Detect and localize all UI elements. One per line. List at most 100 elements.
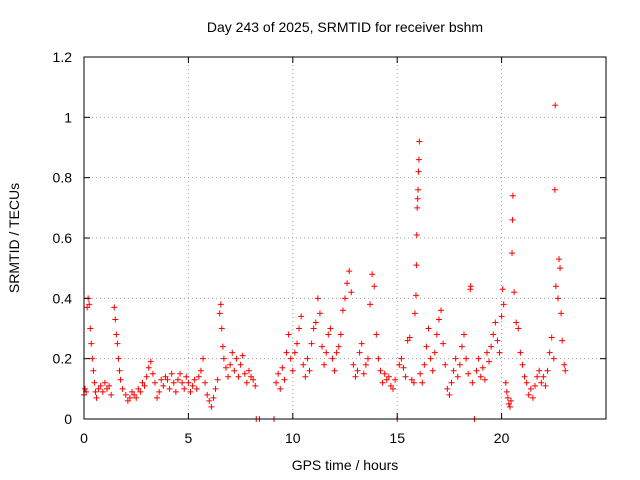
data-point	[387, 382, 394, 389]
y-tick-label: 1	[64, 109, 72, 125]
x-tick-label: 0	[80, 430, 88, 446]
data-point	[95, 385, 102, 392]
data-point	[404, 337, 411, 344]
data-point	[319, 343, 326, 350]
data-point	[475, 355, 482, 362]
data-point	[277, 385, 284, 392]
data-point	[329, 355, 336, 362]
data-point	[483, 349, 490, 356]
data-point	[396, 361, 403, 368]
data-point	[440, 340, 447, 347]
data-point	[321, 361, 328, 368]
data-point	[413, 262, 420, 269]
data-point	[129, 388, 136, 395]
data-point	[335, 343, 342, 350]
data-point	[509, 192, 516, 199]
data-point	[200, 355, 207, 362]
data-point	[156, 388, 163, 395]
data-point	[122, 391, 129, 398]
data-point	[502, 379, 509, 386]
data-point	[492, 319, 499, 326]
data-point	[306, 367, 313, 374]
data-point	[245, 367, 252, 374]
data-point	[562, 367, 569, 374]
data-point	[529, 394, 536, 401]
data-point	[212, 385, 219, 392]
data-point	[442, 361, 449, 368]
data-point	[362, 361, 369, 368]
data-point	[538, 379, 545, 386]
data-point	[500, 301, 507, 308]
data-point	[298, 313, 305, 320]
data-point	[488, 343, 495, 350]
data-point	[106, 382, 113, 389]
data-point	[91, 379, 98, 386]
data-point	[235, 373, 242, 380]
data-point	[115, 355, 122, 362]
x-tick-label: 20	[494, 430, 510, 446]
data-point	[364, 355, 371, 362]
data-point	[494, 337, 501, 344]
data-point	[273, 379, 280, 386]
data-point	[187, 388, 194, 395]
data-point	[111, 304, 118, 311]
data-point	[202, 379, 209, 386]
data-point	[438, 307, 445, 314]
data-points	[81, 102, 569, 422]
data-point	[392, 376, 399, 383]
data-point	[356, 349, 363, 356]
data-point	[499, 286, 506, 293]
data-point	[308, 340, 315, 347]
data-point	[189, 382, 196, 389]
data-point	[398, 355, 405, 362]
data-point	[170, 379, 177, 386]
data-point	[377, 367, 384, 374]
data-point	[415, 186, 422, 193]
data-point	[99, 388, 106, 395]
data-point	[552, 102, 559, 109]
data-point	[509, 216, 516, 223]
data-point	[536, 367, 543, 374]
data-point	[84, 304, 91, 311]
data-point	[218, 325, 225, 332]
data-point	[383, 376, 390, 383]
data-point	[145, 364, 152, 371]
x-axis-label: GPS time / hours	[292, 457, 399, 473]
data-point	[413, 231, 420, 238]
data-point	[204, 391, 211, 398]
data-point	[419, 379, 426, 386]
data-point	[414, 204, 421, 211]
data-point	[346, 268, 353, 275]
data-point	[323, 349, 330, 356]
data-point	[314, 295, 321, 302]
data-point	[141, 382, 148, 389]
data-point	[527, 385, 534, 392]
data-point	[415, 156, 422, 163]
data-point	[339, 307, 346, 314]
data-point	[214, 376, 221, 383]
data-point	[181, 385, 188, 392]
data-point	[554, 295, 561, 302]
data-point	[390, 385, 397, 392]
data-point	[222, 364, 229, 371]
data-point	[231, 367, 238, 374]
data-point	[154, 394, 161, 401]
data-point	[333, 349, 340, 356]
data-point	[252, 382, 259, 389]
data-point	[507, 397, 514, 404]
data-point	[458, 343, 465, 350]
data-point	[342, 295, 348, 302]
data-point	[193, 385, 200, 392]
data-point	[344, 280, 351, 287]
data-point	[126, 394, 133, 401]
data-point	[411, 310, 418, 317]
data-point	[279, 364, 286, 371]
data-point	[149, 370, 156, 377]
data-point	[151, 379, 158, 386]
y-axis-label: SRMTID / TECUs	[6, 183, 22, 293]
data-point	[316, 310, 323, 317]
data-point	[446, 391, 453, 398]
data-point	[414, 195, 421, 202]
data-point	[552, 283, 559, 290]
data-point	[473, 367, 480, 374]
